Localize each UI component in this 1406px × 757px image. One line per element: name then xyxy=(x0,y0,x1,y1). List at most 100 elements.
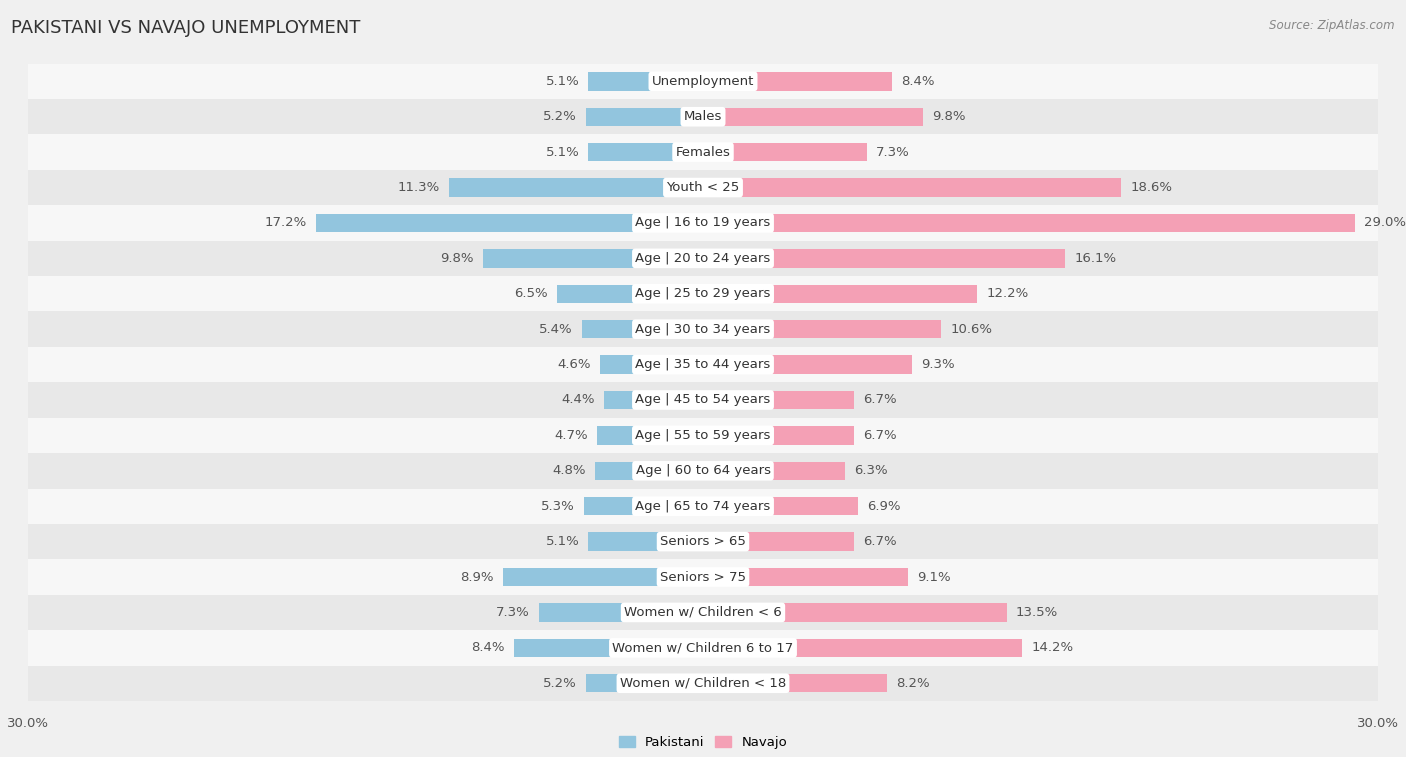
Bar xyxy=(449,179,703,197)
Bar xyxy=(588,532,703,551)
Bar xyxy=(588,143,703,161)
Bar xyxy=(582,320,703,338)
Bar xyxy=(703,568,908,586)
Text: 29.0%: 29.0% xyxy=(1364,217,1406,229)
Text: 12.2%: 12.2% xyxy=(987,287,1029,301)
Bar xyxy=(28,630,1378,665)
Text: 5.2%: 5.2% xyxy=(543,677,576,690)
Text: 5.4%: 5.4% xyxy=(538,322,572,335)
Bar xyxy=(515,639,703,657)
Bar xyxy=(28,559,1378,595)
Bar xyxy=(703,285,977,303)
Text: 7.3%: 7.3% xyxy=(496,606,530,619)
Text: 5.3%: 5.3% xyxy=(541,500,575,512)
Text: Seniors > 65: Seniors > 65 xyxy=(659,535,747,548)
Bar xyxy=(595,462,703,480)
Bar xyxy=(316,213,703,232)
Text: 8.4%: 8.4% xyxy=(901,75,935,88)
Bar xyxy=(28,453,1378,488)
Text: 4.6%: 4.6% xyxy=(557,358,591,371)
Text: 16.1%: 16.1% xyxy=(1074,252,1116,265)
Bar xyxy=(28,276,1378,311)
Text: Males: Males xyxy=(683,111,723,123)
Bar xyxy=(28,347,1378,382)
Bar xyxy=(703,426,853,444)
Bar xyxy=(28,595,1378,630)
Legend: Pakistani, Navajo: Pakistani, Navajo xyxy=(613,731,793,755)
Text: Age | 65 to 74 years: Age | 65 to 74 years xyxy=(636,500,770,512)
Text: 4.4%: 4.4% xyxy=(561,394,595,407)
Bar xyxy=(703,532,853,551)
Bar xyxy=(605,391,703,410)
Bar xyxy=(703,391,853,410)
Bar xyxy=(703,179,1122,197)
Text: Age | 55 to 59 years: Age | 55 to 59 years xyxy=(636,429,770,442)
Text: Unemployment: Unemployment xyxy=(652,75,754,88)
Bar xyxy=(703,674,887,693)
Text: Women w/ Children < 18: Women w/ Children < 18 xyxy=(620,677,786,690)
Bar xyxy=(557,285,703,303)
Text: Females: Females xyxy=(675,145,731,159)
Text: 6.7%: 6.7% xyxy=(863,394,897,407)
Bar xyxy=(28,241,1378,276)
Bar xyxy=(586,107,703,126)
Bar xyxy=(28,382,1378,418)
Text: 9.8%: 9.8% xyxy=(440,252,474,265)
Bar xyxy=(703,143,868,161)
Bar xyxy=(28,170,1378,205)
Text: 5.1%: 5.1% xyxy=(546,535,579,548)
Text: Age | 45 to 54 years: Age | 45 to 54 years xyxy=(636,394,770,407)
Text: Age | 30 to 34 years: Age | 30 to 34 years xyxy=(636,322,770,335)
Text: 18.6%: 18.6% xyxy=(1130,181,1173,194)
Bar xyxy=(28,99,1378,135)
Bar xyxy=(703,249,1066,267)
Bar xyxy=(703,72,891,91)
Text: 11.3%: 11.3% xyxy=(398,181,440,194)
Bar xyxy=(703,213,1355,232)
Text: 4.8%: 4.8% xyxy=(553,464,586,478)
Text: 8.4%: 8.4% xyxy=(471,641,505,654)
Text: 5.1%: 5.1% xyxy=(546,75,579,88)
Text: Age | 60 to 64 years: Age | 60 to 64 years xyxy=(636,464,770,478)
Bar xyxy=(588,72,703,91)
Text: Source: ZipAtlas.com: Source: ZipAtlas.com xyxy=(1270,19,1395,32)
Bar xyxy=(538,603,703,621)
Text: 6.7%: 6.7% xyxy=(863,429,897,442)
Text: 9.3%: 9.3% xyxy=(921,358,955,371)
Text: Age | 20 to 24 years: Age | 20 to 24 years xyxy=(636,252,770,265)
Text: 8.9%: 8.9% xyxy=(460,571,494,584)
Bar xyxy=(28,665,1378,701)
Bar xyxy=(703,603,1007,621)
Bar xyxy=(28,418,1378,453)
Bar xyxy=(703,355,912,374)
Bar xyxy=(586,674,703,693)
Text: 7.3%: 7.3% xyxy=(876,145,910,159)
Bar xyxy=(703,639,1022,657)
Bar xyxy=(703,462,845,480)
Bar xyxy=(598,426,703,444)
Text: Youth < 25: Youth < 25 xyxy=(666,181,740,194)
Bar xyxy=(28,488,1378,524)
Text: Seniors > 75: Seniors > 75 xyxy=(659,571,747,584)
Bar xyxy=(503,568,703,586)
Text: 8.2%: 8.2% xyxy=(897,677,931,690)
Text: 6.3%: 6.3% xyxy=(853,464,887,478)
Text: 6.9%: 6.9% xyxy=(868,500,901,512)
Text: Age | 25 to 29 years: Age | 25 to 29 years xyxy=(636,287,770,301)
Text: 10.6%: 10.6% xyxy=(950,322,993,335)
Text: 6.5%: 6.5% xyxy=(515,287,548,301)
Text: PAKISTANI VS NAVAJO UNEMPLOYMENT: PAKISTANI VS NAVAJO UNEMPLOYMENT xyxy=(11,19,360,37)
Bar xyxy=(482,249,703,267)
Text: 14.2%: 14.2% xyxy=(1032,641,1074,654)
Text: 5.1%: 5.1% xyxy=(546,145,579,159)
Bar xyxy=(28,64,1378,99)
Text: 13.5%: 13.5% xyxy=(1015,606,1057,619)
Bar xyxy=(28,135,1378,170)
Text: 5.2%: 5.2% xyxy=(543,111,576,123)
Text: 17.2%: 17.2% xyxy=(264,217,307,229)
Text: 9.8%: 9.8% xyxy=(932,111,966,123)
Text: Women w/ Children < 6: Women w/ Children < 6 xyxy=(624,606,782,619)
Bar xyxy=(703,497,858,516)
Bar xyxy=(583,497,703,516)
Bar xyxy=(28,311,1378,347)
